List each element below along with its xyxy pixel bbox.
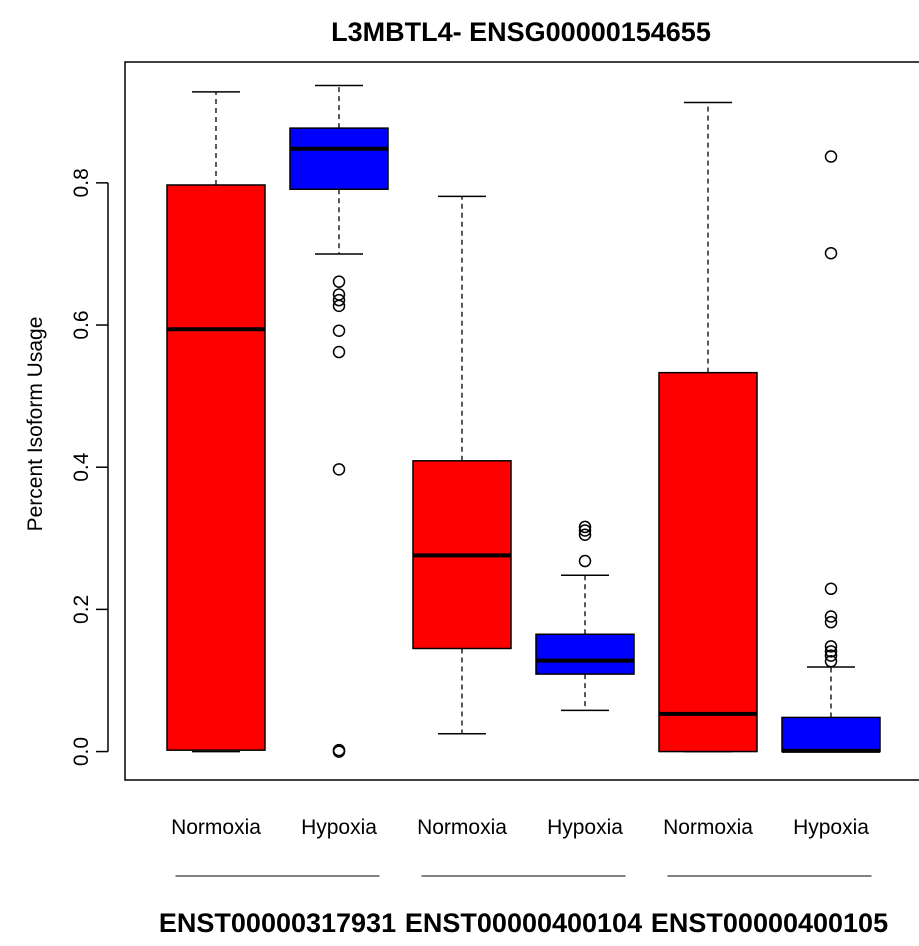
y-tick-label: 0.8 xyxy=(70,168,93,197)
box-body xyxy=(535,633,635,675)
box-body xyxy=(658,371,758,753)
outlier-point xyxy=(332,299,346,313)
plot-frame xyxy=(124,61,919,781)
box-hypoxia xyxy=(289,84,389,758)
outlier-point xyxy=(824,649,838,662)
outlier-point xyxy=(824,640,838,653)
outlier-point xyxy=(578,528,592,541)
box-body xyxy=(781,716,881,753)
outlier-point xyxy=(332,275,346,288)
group-label: ENST00000400104 xyxy=(405,908,642,938)
group-labels: ENST00000317931 ENST00000400104 ENST000004… xyxy=(159,875,888,938)
outlier-point xyxy=(332,324,346,337)
outlier-point xyxy=(332,345,346,359)
x-tick-label: Hypoxia xyxy=(793,816,869,839)
box-hypoxia xyxy=(535,520,635,712)
outlier-point xyxy=(332,745,346,758)
x-tick-label: Hypoxia xyxy=(547,816,623,839)
y-tick-label: 0.2 xyxy=(70,595,93,624)
box-body xyxy=(166,184,266,751)
outlier-point xyxy=(824,582,838,596)
box-body xyxy=(289,127,389,190)
x-tick-label: Normoxia xyxy=(663,816,753,839)
x-tick-label: Hypoxia xyxy=(301,816,377,839)
outlier-point xyxy=(824,645,838,658)
x-tick-label: Normoxia xyxy=(417,816,507,839)
outlier-point xyxy=(824,610,838,623)
outlier-point xyxy=(332,463,346,476)
outlier-point xyxy=(332,293,346,307)
box-series xyxy=(166,84,881,758)
x-tick-label: Normoxia xyxy=(171,816,261,839)
chart-title: L3MBTL4- ENSG00000154655 xyxy=(331,17,711,47)
box-normoxia xyxy=(658,101,758,753)
y-tick-label: 0.6 xyxy=(70,310,93,339)
box-normoxia xyxy=(166,91,266,753)
outlier-point xyxy=(578,524,592,537)
outlier-point xyxy=(824,655,838,668)
outlier-point xyxy=(824,246,838,260)
y-axis-label: Percent Isoform Usage xyxy=(24,317,47,532)
y-axis: 0.0 0.2 0.4 0.6 0.8 xyxy=(70,168,109,766)
outlier-point xyxy=(824,150,838,163)
group-label: ENST00000317931 xyxy=(159,908,396,938)
y-tick-label: 0.4 xyxy=(70,452,93,482)
outlier-point xyxy=(578,554,592,568)
group-label: ENST00000400105 xyxy=(651,908,888,938)
x-axis-labels: Normoxia Hypoxia Normoxia Hypoxia Normoxia Hy… xyxy=(171,816,869,839)
box-hypoxia xyxy=(781,150,881,753)
box-normoxia xyxy=(412,195,512,735)
outlier-point xyxy=(824,615,838,629)
outlier-point xyxy=(578,520,592,534)
y-tick-label: 0.0 xyxy=(70,737,93,766)
